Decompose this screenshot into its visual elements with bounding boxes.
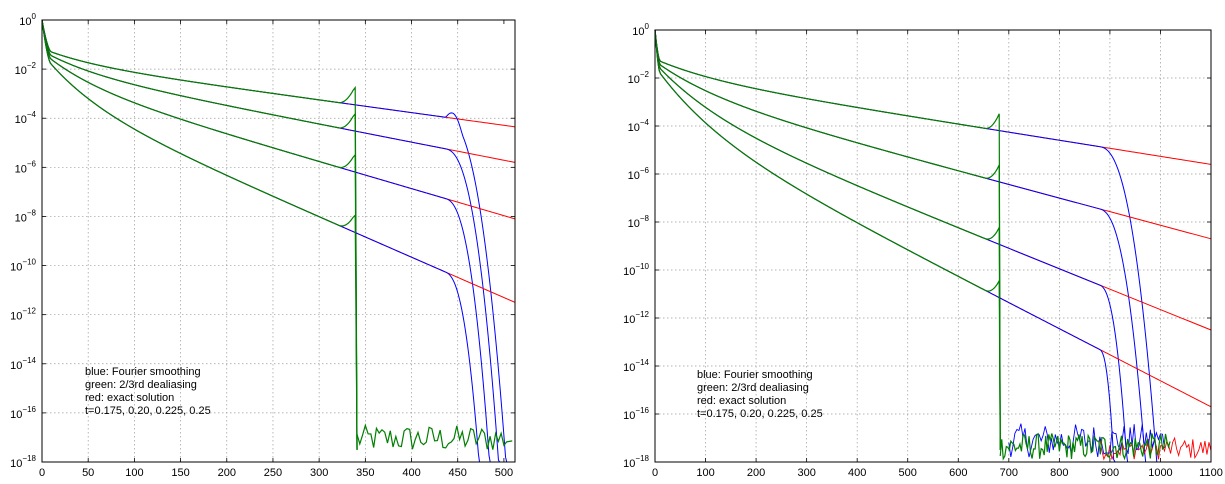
y-tick-label: 10−14 [623, 358, 649, 374]
red-exact-solution-1 [41, 19, 516, 163]
red-exact-solution-0 [41, 19, 516, 128]
green-noise-floor [356, 423, 513, 450]
x-tick-label: 1100 [1199, 467, 1223, 479]
x-tick-label: 100 [696, 467, 714, 479]
right-chart-panel: 0 100 200 300 400 500 600 700 800 900 1000 1100 100 1… [623, 22, 1223, 479]
green-dealiasing-3 [654, 29, 1001, 451]
green-dealiasing-2 [41, 19, 358, 450]
y-tick-label: 10−2 [628, 70, 650, 86]
y-tick-label: 10−16 [623, 406, 649, 422]
annotation-line: red: exact solution [85, 392, 174, 404]
series [41, 19, 516, 463]
x-tick-label: 400 [402, 467, 420, 479]
grid [655, 30, 1211, 462]
annotation-line: blue: Fourier smoothing [85, 366, 201, 378]
y-tick-label: 10−8 [628, 214, 650, 230]
red-exact-solution-2 [41, 19, 516, 220]
x-tick-label: 500 [495, 467, 513, 479]
y-tick-label: 10−2 [15, 61, 37, 77]
blue-noise-floor [1008, 423, 1165, 458]
red-exact-solution-3 [41, 19, 516, 303]
x-tick-label: 800 [1050, 467, 1068, 479]
x-tick-label: 350 [356, 467, 374, 479]
left-chart-panel: 0 50 100 150 200 250 300 350 400 450 500 100 10−2 10−… [10, 12, 516, 479]
green-dealiasing-1 [654, 29, 1001, 451]
x-tick-label: 0 [652, 467, 658, 479]
x-tick-label: 50 [82, 467, 94, 479]
annotation-line: blue: Fourier smoothing [697, 369, 813, 381]
y-tick-label: 10−14 [10, 356, 36, 372]
annotation-line: red: exact solution [697, 395, 786, 407]
y-tick-label: 10−10 [10, 258, 36, 274]
x-tick-label: 500 [899, 467, 917, 479]
x-tick-label: 400 [848, 467, 866, 479]
x-tick-label: 450 [449, 467, 467, 479]
green-dealiasing-0 [41, 19, 358, 450]
green-dealiasing-3 [41, 19, 358, 450]
y-tick-label: 10−10 [623, 262, 649, 278]
y-tick-label: 10−8 [15, 208, 37, 224]
x-tick-label: 250 [264, 467, 282, 479]
annotation-line: t=0.175, 0.20, 0.225, 0.25 [85, 405, 211, 417]
x-tick-label: 300 [797, 467, 815, 479]
x-tick-label: 1000 [1148, 467, 1172, 479]
x-tick-label: 300 [310, 467, 328, 479]
y-tick-label: 100 [632, 22, 649, 38]
y-tick-label: 10−18 [10, 454, 36, 470]
x-tick-label: 150 [171, 467, 189, 479]
y-tick-label: 10−4 [15, 110, 37, 126]
x-tick-label: 100 [125, 467, 143, 479]
series [654, 29, 1212, 463]
red-exact-solution-3 [654, 29, 1212, 408]
y-tick-label: 10−12 [623, 310, 649, 326]
y-tick-label: 100 [19, 12, 36, 28]
grid [42, 20, 515, 462]
red-exact-solution-2 [654, 29, 1212, 331]
annotation-line: green: 2/3rd dealiasing [85, 379, 197, 391]
red-exact-solution-0 [654, 29, 1212, 165]
y-tick-label: 10−4 [628, 118, 650, 134]
x-tick-label: 200 [747, 467, 765, 479]
y-tick-label: 10−18 [623, 454, 649, 470]
x-tick-label: 900 [1101, 467, 1119, 479]
x-tick-label: 600 [949, 467, 967, 479]
green-dealiasing-2 [654, 29, 1001, 451]
y-tick-label: 10−6 [628, 166, 650, 182]
y-tick-label: 10−12 [10, 307, 36, 323]
annotation-line: t=0.175, 0.20, 0.225, 0.25 [697, 408, 823, 420]
annotation-line: green: 2/3rd dealiasing [697, 382, 809, 394]
green-noise-floor [999, 432, 1171, 461]
y-tick-label: 10−6 [15, 159, 37, 175]
plot-frame [654, 29, 1212, 463]
green-dealiasing-1 [41, 19, 358, 450]
plot-frame [41, 19, 516, 463]
x-tick-label: 700 [1000, 467, 1018, 479]
green-dealiasing-0 [654, 29, 1001, 451]
y-tick-label: 10−16 [10, 405, 36, 421]
x-tick-label: 0 [39, 467, 45, 479]
x-tick-label: 200 [218, 467, 236, 479]
